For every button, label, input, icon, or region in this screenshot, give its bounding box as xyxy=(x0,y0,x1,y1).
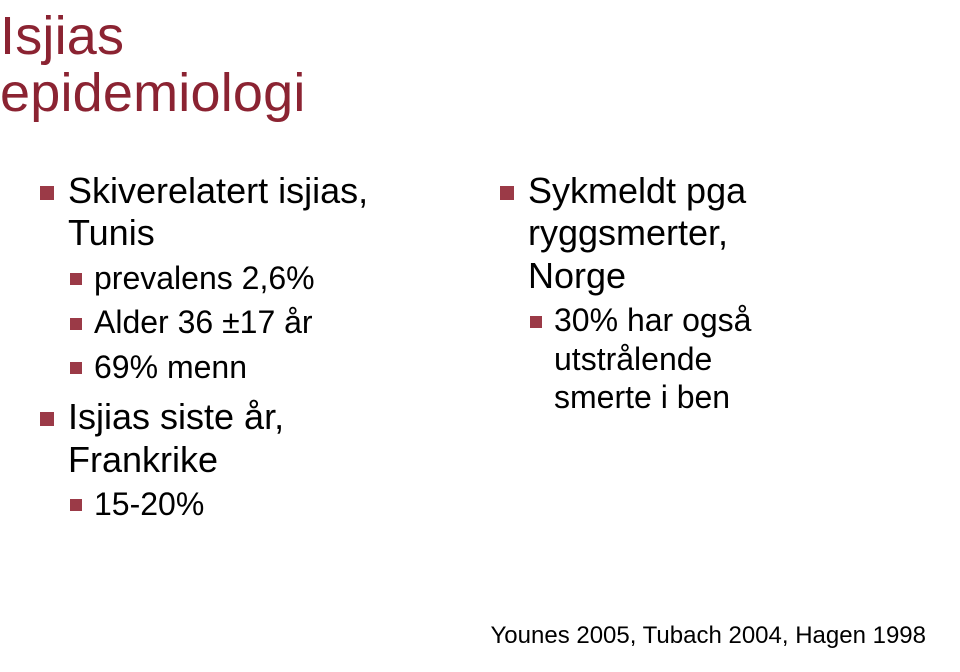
bullet-label: Isjias siste år, xyxy=(68,396,284,437)
list-item: Alder 36 ±17 år xyxy=(68,303,460,341)
slide: Isjias epidemiologi Skiverelatert isjias… xyxy=(0,0,960,672)
slide-title: Isjias epidemiologi xyxy=(0,8,306,121)
left-list: Skiverelatert isjias, Tunis prevalens 2,… xyxy=(40,170,460,523)
list-item: 15-20% xyxy=(68,485,460,523)
bullet-label: Alder 36 ±17 år xyxy=(94,304,313,340)
bullet-label: prevalens 2,6% xyxy=(94,260,315,296)
right-column: Sykmeldt pga ryggsmerter, Norge 30% har … xyxy=(500,170,920,533)
bullet-label: 69% menn xyxy=(94,349,247,385)
right-list: Sykmeldt pga ryggsmerter, Norge 30% har … xyxy=(500,170,920,417)
bullet-label: Sykmeldt pga xyxy=(528,170,746,211)
list-item: prevalens 2,6% xyxy=(68,259,460,297)
sub-list: 15-20% xyxy=(68,485,460,523)
title-line2: epidemiologi xyxy=(0,63,306,123)
title-block: Isjias epidemiologi xyxy=(0,8,306,121)
bullet-label: Tunis xyxy=(68,212,155,253)
list-item: Sykmeldt pga ryggsmerter, Norge 30% har … xyxy=(500,170,920,417)
list-item: 30% har også utstrålende smerte i ben xyxy=(528,301,920,416)
bullet-label: Skiverelatert isjias, xyxy=(68,170,368,211)
columns: Skiverelatert isjias, Tunis prevalens 2,… xyxy=(40,170,920,533)
list-item: Skiverelatert isjias, Tunis prevalens 2,… xyxy=(40,170,460,386)
bullet-label: Norge xyxy=(528,255,626,296)
list-item: 69% menn xyxy=(68,348,460,386)
bullet-label: smerte i ben xyxy=(554,379,730,415)
title-line1: Isjias xyxy=(0,6,124,66)
bullet-label: ryggsmerter, xyxy=(528,212,728,253)
bullet-label: 15-20% xyxy=(94,486,204,522)
sub-list: 30% har også utstrålende smerte i ben xyxy=(528,301,920,416)
sub-list: prevalens 2,6% Alder 36 ±17 år 69% menn xyxy=(68,259,460,386)
bullet-label: 30% har også xyxy=(554,302,751,338)
left-column: Skiverelatert isjias, Tunis prevalens 2,… xyxy=(40,170,460,533)
bullet-label: utstrålende xyxy=(554,341,712,377)
list-item: Isjias siste år, Frankrike 15-20% xyxy=(40,396,460,523)
citation-text: Younes 2005, Tubach 2004, Hagen 1998 xyxy=(491,622,927,650)
bullet-label: Frankrike xyxy=(68,439,218,480)
